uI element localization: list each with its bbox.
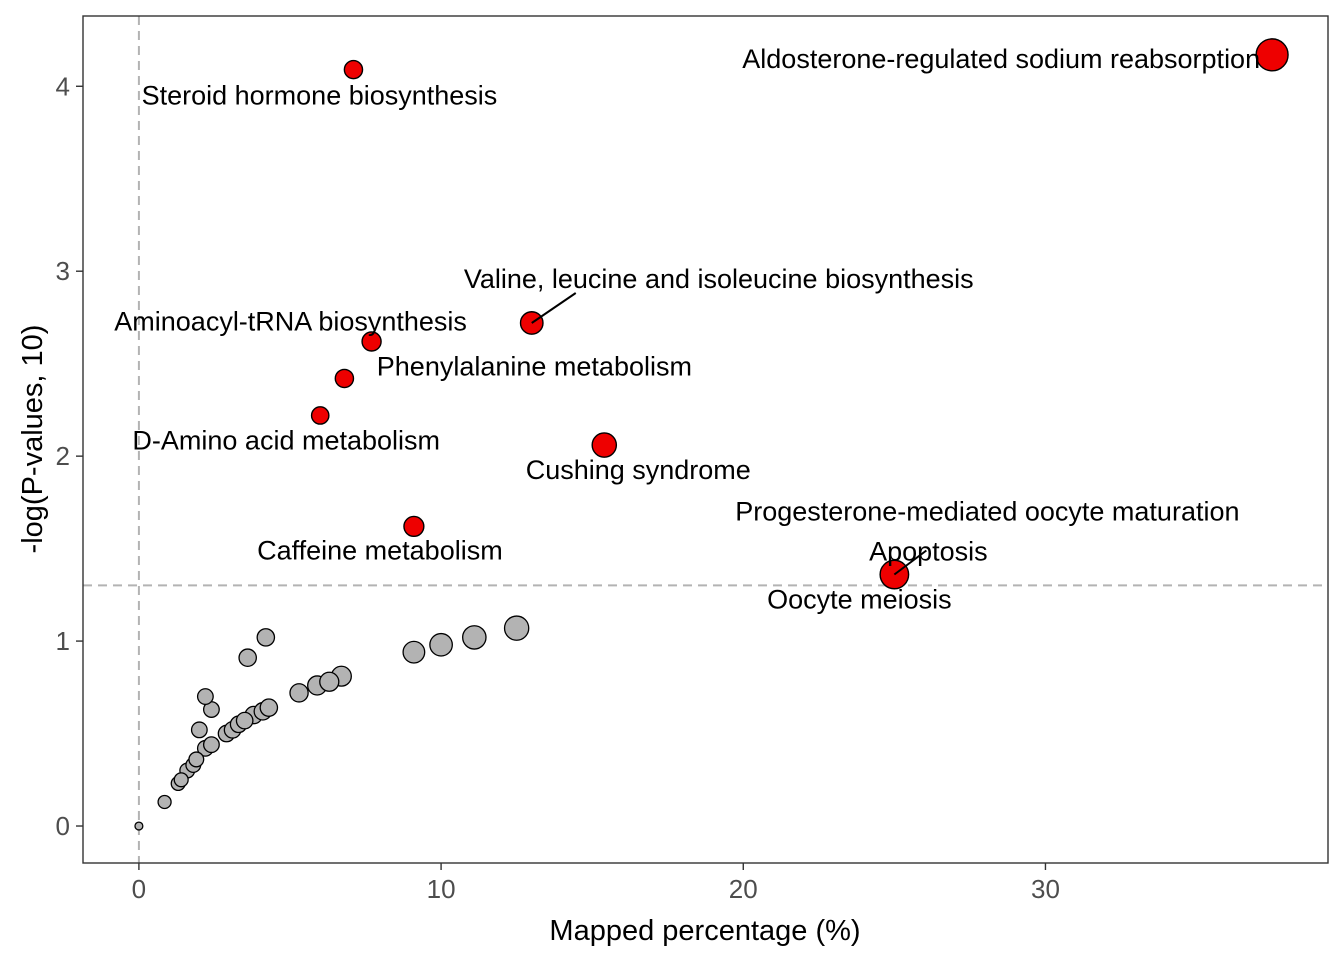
point-label: Aldosterone-regulated sodium reabsorptio… [742, 44, 1260, 74]
y-axis: 0 1 2 3 4 [56, 71, 83, 841]
data-point-nonsignificant [429, 632, 453, 657]
point-label: Apoptosis [869, 537, 988, 567]
data-point-significant [591, 432, 618, 458]
point-label: Caffeine metabolism [257, 535, 503, 565]
x-tick-label: 30 [1031, 874, 1060, 904]
data-point-nonsignificant [235, 711, 254, 730]
data-point-nonsignificant [190, 721, 208, 739]
y-tick-label: 1 [56, 626, 70, 656]
plot-panel-border [82, 15, 1329, 864]
plot-background [83, 16, 1328, 863]
point-label: Cushing syndrome [526, 455, 751, 485]
x-tick-label: 10 [427, 874, 456, 904]
data-point-nonsignificant [202, 736, 220, 754]
data-point-nonsignificant [238, 648, 257, 668]
x-tick-label: 20 [729, 874, 758, 904]
point-label: Oocyte meiosis [767, 585, 952, 615]
label-leader-line [531, 292, 577, 324]
data-point-nonsignificant [402, 640, 426, 664]
data-point-nonsignificant [503, 615, 530, 641]
nonsignificant-points [134, 615, 530, 831]
data-point-significant [334, 368, 355, 389]
data-point-significant [343, 59, 364, 80]
data-point-nonsignificant [157, 794, 172, 810]
label-leader-line [893, 549, 927, 576]
x-axis-title: Mapped percentage (%) [549, 915, 860, 947]
y-tick-label: 4 [56, 71, 70, 101]
y-axis-title: -log(P-values, 10) [17, 325, 49, 554]
data-point-significant [310, 406, 330, 425]
y-tick-label: 3 [56, 256, 70, 286]
data-point-nonsignificant [289, 683, 309, 703]
data-point-significant [361, 331, 382, 352]
data-point-nonsignificant [173, 772, 189, 788]
x-axis: 0 10 20 30 [132, 863, 1060, 904]
point-label: D-Amino acid metabolism [132, 425, 440, 455]
data-point-significant [403, 515, 425, 538]
y-tick-label: 0 [56, 811, 70, 841]
data-point-nonsignificant [462, 625, 487, 650]
data-point-nonsignificant [319, 671, 340, 692]
point-label: Phenylalanine metabolism [377, 351, 692, 381]
reference-lines [83, 16, 1328, 863]
point-label: Aminoacyl-tRNA biosynthesis [114, 306, 467, 336]
data-point-nonsignificant [134, 821, 144, 831]
data-point-nonsignificant [259, 698, 279, 717]
point-label: Steroid hormone biosynthesis [142, 81, 498, 111]
y-tick-label: 2 [56, 441, 70, 471]
point-labels: Aldosterone-regulated sodium reabsorptio… [114, 44, 1260, 615]
data-point-nonsignificant [188, 751, 205, 768]
data-point-nonsignificant [196, 688, 214, 705]
data-point-significant [1255, 38, 1289, 72]
data-point-nonsignificant [256, 628, 276, 647]
label-leader-lines [531, 292, 927, 576]
point-label: Valine, leucine and isoleucine biosynthe… [464, 264, 974, 294]
point-label: Progesterone-mediated oocyte maturation [735, 497, 1239, 527]
x-tick-label: 0 [132, 874, 146, 904]
